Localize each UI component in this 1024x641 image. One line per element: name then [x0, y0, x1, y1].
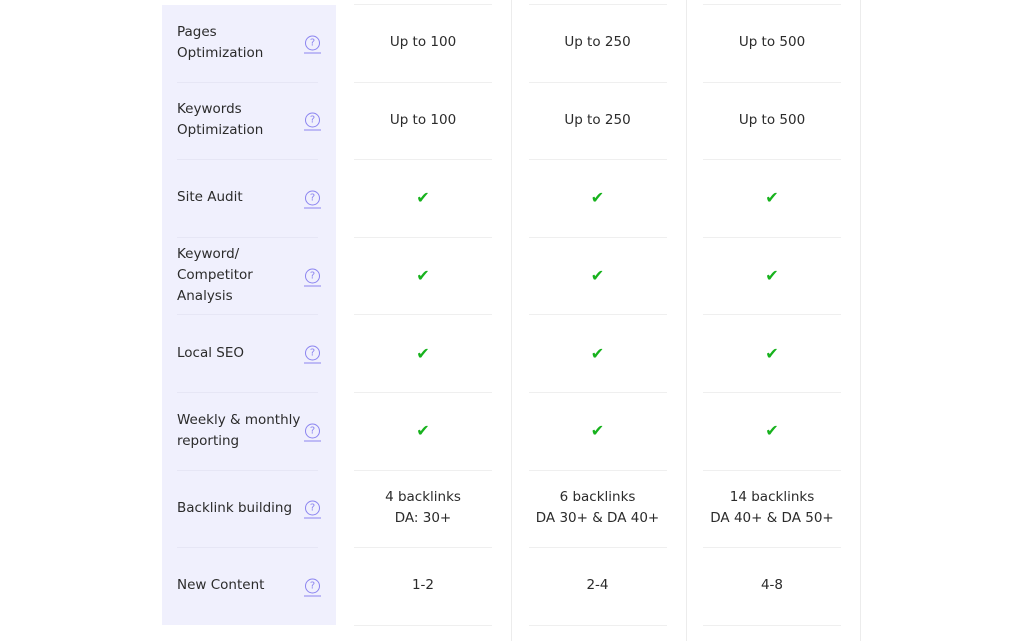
plan-cell: ✔: [685, 314, 859, 392]
plan-value: Up to 250: [564, 34, 631, 51]
check-icon: ✔: [590, 343, 605, 363]
plan-cell: Up to 250: [511, 4, 685, 82]
plan-cell: 4 backlinks DA: 30+: [336, 469, 510, 548]
check-icon: ✔: [765, 343, 779, 363]
row-divider: [177, 314, 318, 316]
help-icon[interactable]: ?: [304, 190, 321, 209]
table-row: Site Audit? ✔ ✔ ✔: [162, 159, 860, 237]
table-row: Backlink building? 4 backlinks DA: 30+ 6 b…: [162, 469, 860, 548]
check-icon: ✔: [590, 421, 605, 441]
feature-label: New Content: [177, 577, 265, 594]
plan-value: 4-8: [760, 577, 784, 594]
check-icon: ✔: [590, 188, 605, 208]
help-icon[interactable]: ?: [304, 345, 321, 364]
help-icon[interactable]: ?: [304, 423, 321, 442]
plan-value: 4 backlinks DA: 30+: [385, 489, 461, 527]
help-icon[interactable]: ?: [304, 500, 321, 519]
help-icon[interactable]: ?: [304, 112, 321, 131]
feature-label: Weekly & monthly reporting: [177, 411, 301, 449]
plan-cell: 4-8: [685, 547, 859, 625]
check-icon: ✔: [765, 421, 779, 441]
plan-cell: ✔: [336, 159, 510, 237]
row-divider: [177, 392, 318, 393]
plan-cell: ✔: [336, 392, 510, 470]
plan-value: 6 backlinks DA 30+ & DA 40+: [535, 489, 660, 527]
plan-value: 2-4: [586, 577, 609, 594]
plan-value: Up to 500: [738, 111, 806, 128]
table-row: Weekly & monthly reporting? ✔ ✔ ✔: [162, 392, 860, 470]
plan-cell: 2-4: [511, 547, 685, 625]
feature-label: Pages Optimization: [177, 23, 264, 61]
check-icon: ✔: [416, 266, 430, 286]
plan-cell: ✔: [336, 314, 510, 392]
plan-cell: ✔: [511, 314, 685, 392]
plan-cell: Up to 500: [685, 4, 859, 82]
check-icon: ✔: [765, 188, 779, 208]
plan-cell: ✔: [685, 159, 859, 237]
plan-cell: 6 backlinks DA 30+ & DA 40+: [511, 469, 685, 548]
plan-cell: ✔: [685, 236, 859, 315]
help-icon[interactable]: ?: [304, 35, 321, 54]
check-icon: ✔: [416, 421, 430, 441]
feature-label: Keyword/ Competitor Analysis: [177, 246, 253, 305]
plan-value: Up to 250: [564, 111, 631, 128]
plan-cell: ✔: [511, 159, 685, 237]
column-divider: [860, 0, 861, 641]
column-divider: [686, 0, 687, 641]
plan-cell: Up to 500: [685, 81, 859, 160]
table-row: Keyword/ Competitor Analysis? ✔ ✔ ✔: [162, 236, 860, 315]
help-icon[interactable]: ?: [304, 578, 321, 597]
plan-value: Up to 500: [738, 34, 806, 51]
table-row: Keywords Optimization? Up to 100 Up to 250…: [162, 81, 860, 160]
check-icon: ✔: [590, 266, 605, 286]
help-icon[interactable]: ?: [304, 268, 321, 287]
table-row: New Content? 1-2 2-4 4-8: [162, 547, 860, 625]
table-bottom: [162, 624, 860, 627]
check-icon: ✔: [416, 188, 430, 208]
plan-value: Up to 100: [389, 111, 457, 128]
row-divider: [177, 236, 318, 238]
plan-cell: Up to 250: [511, 81, 685, 160]
row-divider: [177, 547, 318, 549]
row-divider: [177, 469, 318, 471]
feature-label: Keywords Optimization: [177, 101, 264, 139]
row-divider: [177, 81, 318, 83]
table-row: Local SEO? ✔ ✔ ✔: [162, 314, 860, 392]
plan-cell: ✔: [511, 236, 685, 315]
plan-cell: Up to 100: [336, 4, 510, 82]
feature-label: Site Audit: [177, 189, 243, 206]
plan-cell: ✔: [336, 236, 510, 315]
plan-cell: ✔: [685, 392, 859, 470]
plan-value: 1-2: [411, 577, 435, 594]
plan-value: Up to 100: [389, 34, 457, 51]
plan-cell: ✔: [511, 392, 685, 470]
plan-value: 14 backlinks DA 40+ & DA 50+: [710, 489, 834, 527]
check-icon: ✔: [765, 266, 779, 286]
row-divider: [177, 159, 318, 161]
plan-cell: 14 backlinks DA 40+ & DA 50+: [685, 469, 859, 548]
feature-label: Local SEO: [177, 344, 245, 361]
table-row: Pages Optimization? Up to 100 Up to 250 Up …: [162, 4, 860, 82]
plan-cell: Up to 100: [336, 81, 510, 160]
check-icon: ✔: [416, 343, 430, 363]
column-divider: [511, 0, 512, 641]
feature-label: Backlink building: [177, 499, 293, 516]
plan-cell: 1-2: [336, 547, 510, 625]
